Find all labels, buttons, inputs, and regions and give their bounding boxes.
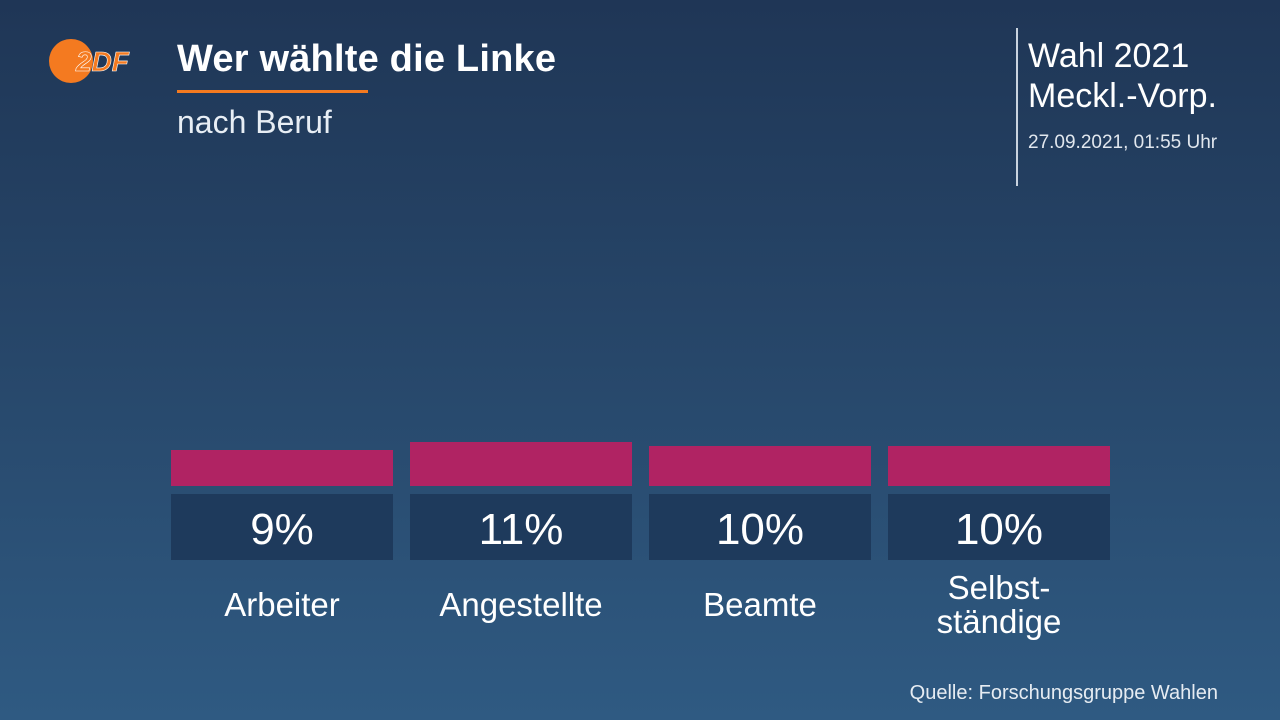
category-label: Selbst- xyxy=(948,569,1051,606)
data-label: 11% xyxy=(479,505,564,554)
value-box xyxy=(410,494,632,560)
zdf-logo: 2DF xyxy=(49,39,130,83)
value-box xyxy=(888,494,1110,560)
info-divider xyxy=(1016,28,1018,186)
value-box xyxy=(649,494,871,560)
category-label: Beamte xyxy=(703,586,817,623)
data-label: 10% xyxy=(716,505,804,554)
category-label: Arbeiter xyxy=(224,586,340,623)
timestamp: 27.09.2021, 01:55 Uhr xyxy=(1028,132,1218,153)
bar xyxy=(649,446,871,486)
logo-text: 2DF xyxy=(75,46,130,77)
category-label: Angestellte xyxy=(439,586,602,623)
bar xyxy=(888,446,1110,486)
category-label: ständige xyxy=(937,603,1062,640)
election-info: Wahl 2021 Meckl.-Vorp. xyxy=(1028,36,1217,116)
source-note: Quelle: Forschungsgruppe Wahlen xyxy=(909,682,1218,704)
election-title: Wahl 2021 xyxy=(1028,37,1190,75)
title-underline xyxy=(177,90,368,93)
chart-title: Wer wählte die Linke xyxy=(177,38,557,80)
chart-subtitle: nach Beruf xyxy=(177,104,332,140)
data-label: 10% xyxy=(955,505,1043,554)
data-label: 9% xyxy=(250,505,314,554)
value-box xyxy=(171,494,393,560)
bar xyxy=(171,450,393,486)
election-region: Meckl.-Vorp. xyxy=(1028,77,1217,115)
bar xyxy=(410,442,632,486)
